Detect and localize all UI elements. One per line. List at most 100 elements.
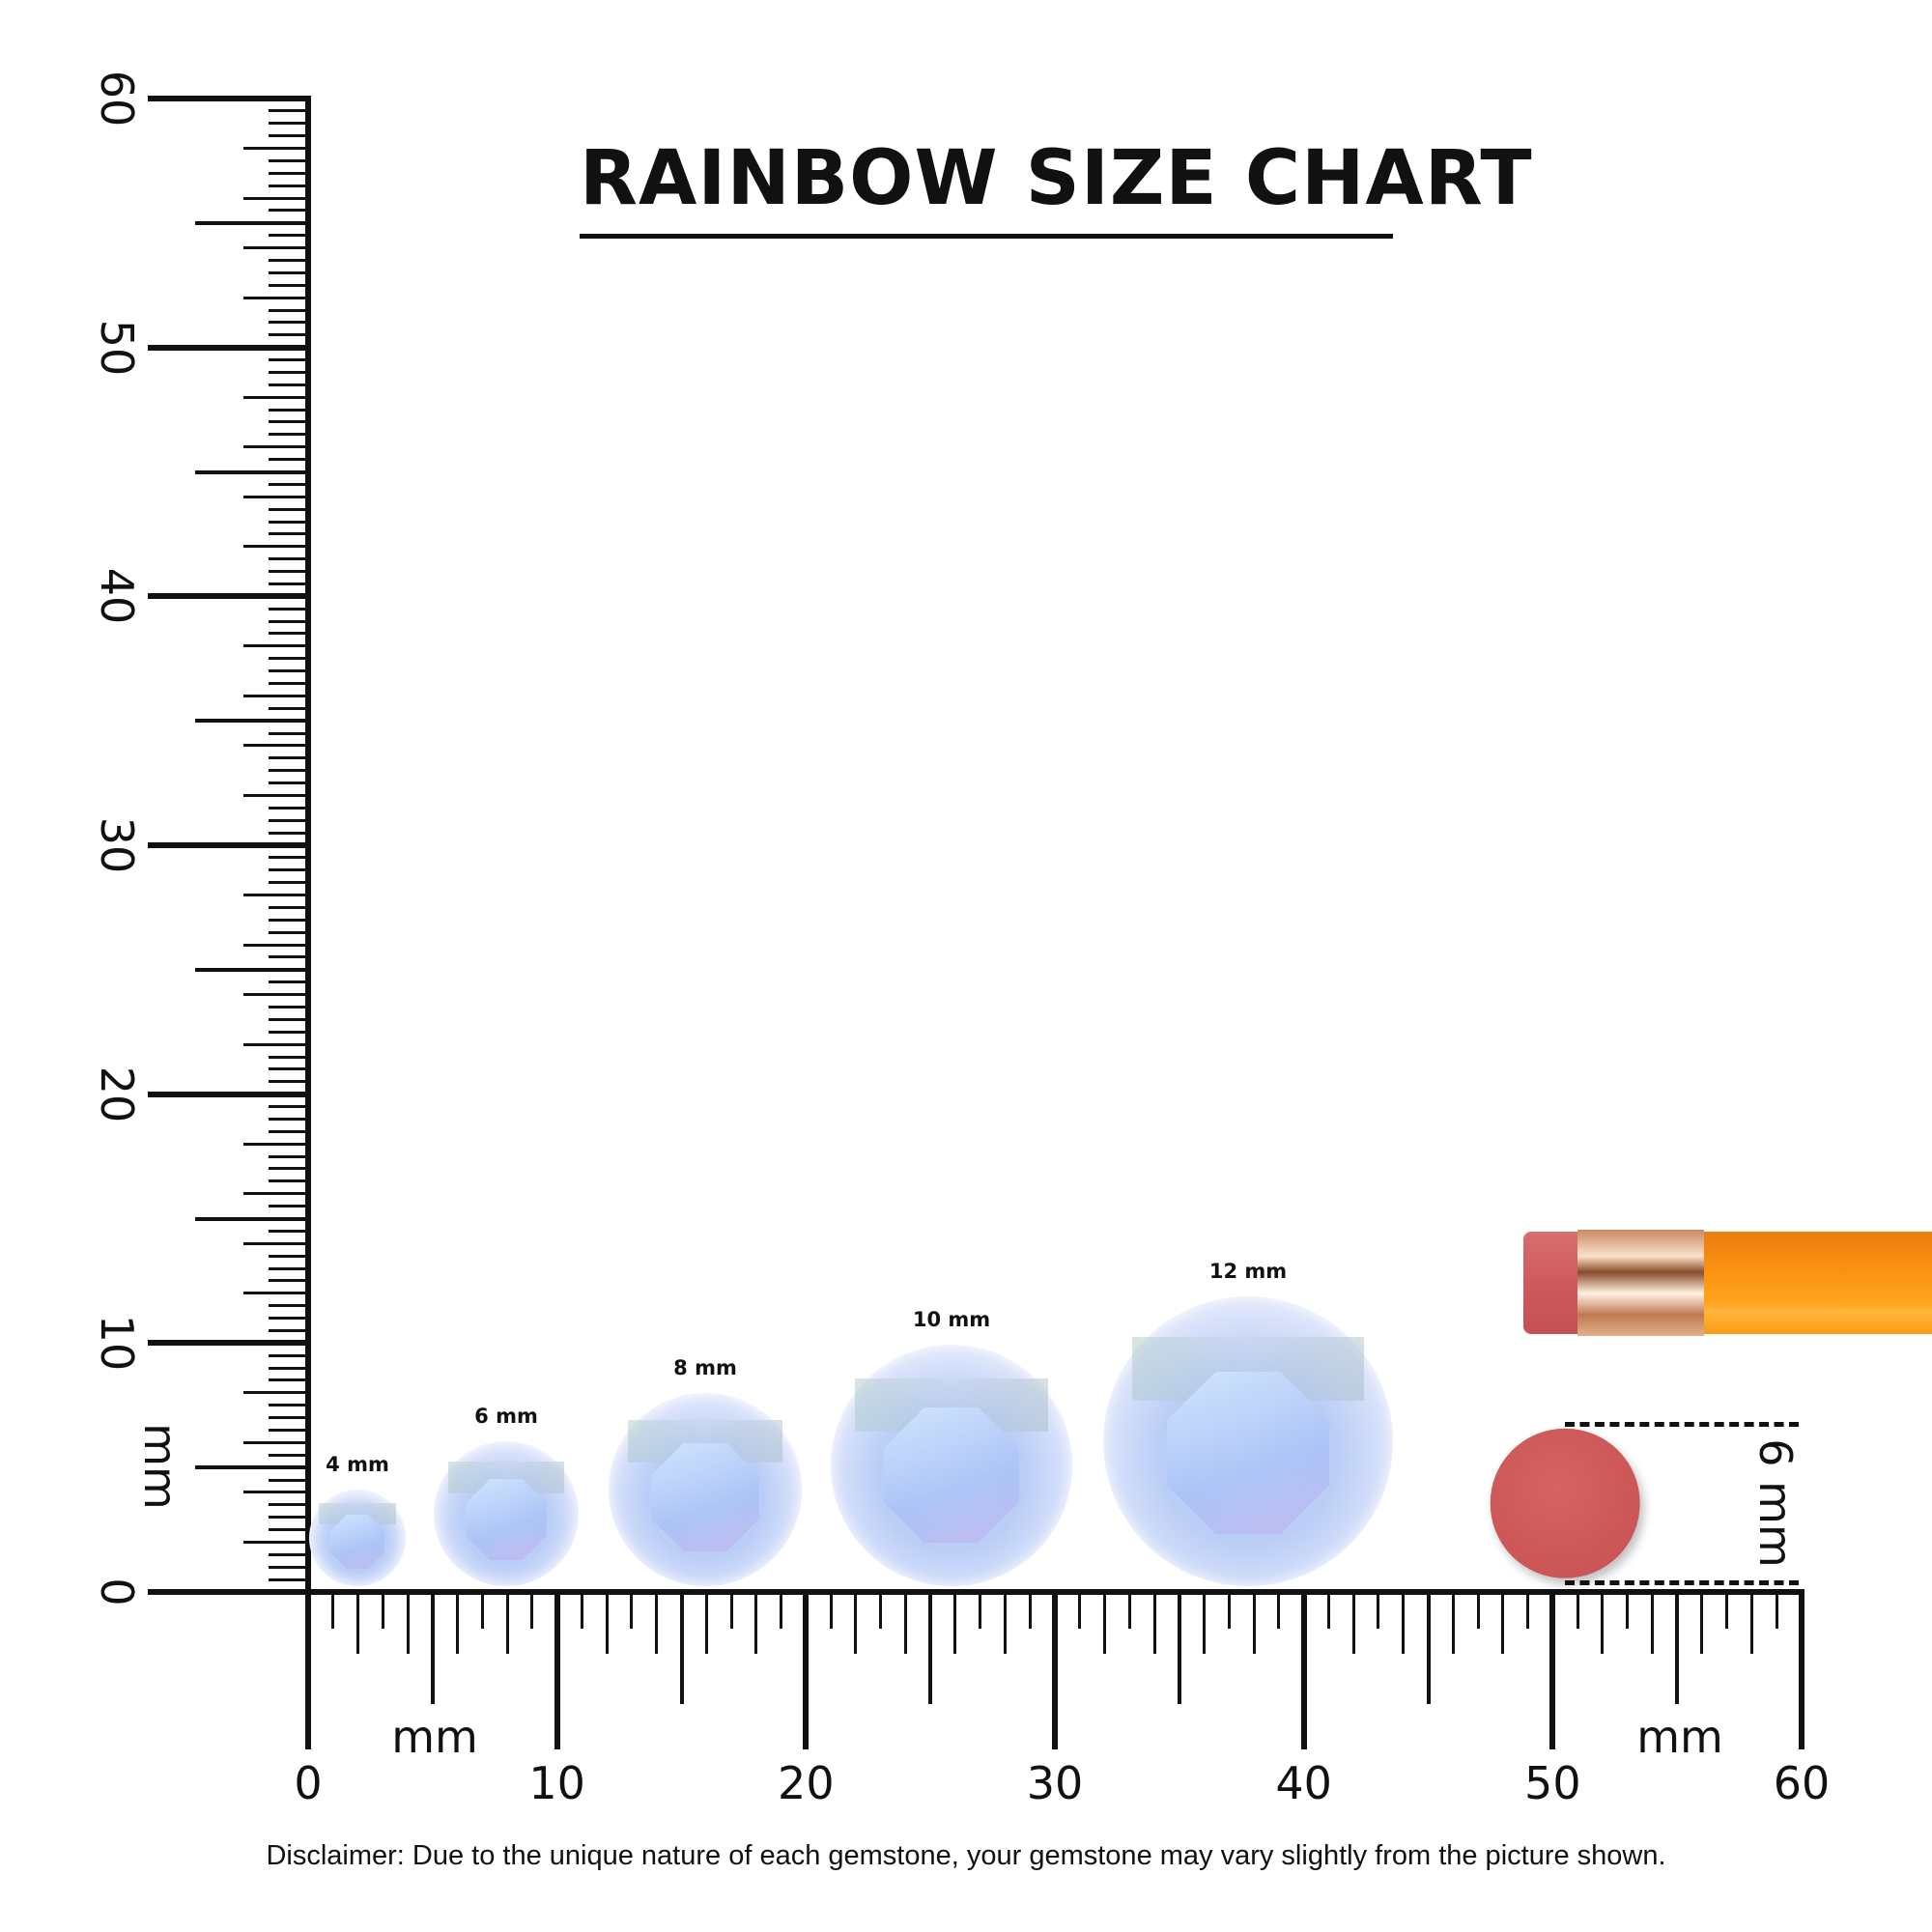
vertical-half-tick xyxy=(269,1478,308,1482)
vertical-half-tick xyxy=(269,980,308,984)
vertical-half-tick xyxy=(269,1105,308,1109)
vertical-minor-tick xyxy=(243,793,308,797)
vertical-half-tick xyxy=(269,756,308,760)
vertical-mid-tick xyxy=(195,719,308,724)
vertical-half-tick xyxy=(269,184,308,187)
vertical-minor-tick xyxy=(269,769,308,773)
vertical-tick-label: 10 xyxy=(91,1315,143,1372)
vertical-half-tick xyxy=(269,706,308,710)
vertical-half-tick xyxy=(269,806,308,810)
vertical-minor-tick xyxy=(269,420,308,424)
horizontal-minor-tick xyxy=(1402,1592,1406,1654)
vertical-half-tick xyxy=(269,1328,308,1332)
vertical-minor-tick xyxy=(243,296,308,299)
horizontal-minor-tick xyxy=(1103,1592,1107,1654)
vertical-minor-tick xyxy=(269,1067,308,1071)
horizontal-minor-tick xyxy=(903,1592,907,1654)
vertical-half-tick xyxy=(269,955,308,959)
vertical-minor-tick xyxy=(269,1565,308,1569)
horizontal-major-tick xyxy=(554,1592,560,1749)
vertical-half-tick xyxy=(269,1030,308,1034)
vertical-minor-tick xyxy=(269,270,308,274)
horizontal-tick-label: 10 xyxy=(528,1757,585,1809)
reference-size-label: 6 mm xyxy=(1749,1438,1802,1568)
vertical-minor-tick xyxy=(269,868,308,872)
vertical-minor-tick xyxy=(269,171,308,175)
vertical-minor-tick xyxy=(243,1192,308,1196)
vertical-major-tick xyxy=(148,1589,308,1595)
horizontal-major-tick xyxy=(1799,1592,1804,1749)
vertical-minor-tick xyxy=(243,894,308,897)
vertical-mid-tick xyxy=(195,1216,308,1221)
vertical-half-tick xyxy=(269,458,308,462)
vertical-major-tick xyxy=(148,593,308,600)
horizontal-minor-tick xyxy=(1078,1592,1082,1629)
vertical-minor-tick xyxy=(269,1366,308,1370)
vertical-half-tick xyxy=(269,1577,308,1581)
vertical-minor-tick xyxy=(243,395,308,399)
horizontal-major-tick xyxy=(803,1592,810,1749)
vertical-tick-label: 50 xyxy=(91,319,143,376)
vertical-tick-label: 20 xyxy=(91,1065,143,1122)
horizontal-minor-tick xyxy=(630,1592,634,1629)
horizontal-minor-tick xyxy=(979,1592,982,1629)
vertical-minor-tick xyxy=(269,370,308,374)
horizontal-minor-tick xyxy=(1252,1592,1256,1654)
horizontal-minor-tick xyxy=(829,1592,833,1629)
vertical-tick-label: 30 xyxy=(91,816,143,874)
horizontal-major-tick xyxy=(305,1592,311,1749)
vertical-minor-tick xyxy=(243,744,308,748)
gemstone-10mm xyxy=(831,1345,1072,1586)
horizontal-minor-tick xyxy=(381,1592,384,1629)
horizontal-tick-label: 60 xyxy=(1773,1757,1831,1809)
vertical-minor-tick xyxy=(269,918,308,922)
vertical-minor-tick xyxy=(269,321,308,325)
vertical-half-tick xyxy=(269,682,308,686)
vertical-half-tick xyxy=(269,1528,308,1532)
vertical-mid-tick xyxy=(195,220,308,225)
vertical-minor-tick xyxy=(269,1266,308,1270)
horizontal-tick-label: 0 xyxy=(294,1757,323,1809)
vertical-minor-tick xyxy=(269,570,308,574)
horizontal-minor-tick xyxy=(729,1592,733,1629)
horizontal-tick-label: 20 xyxy=(778,1757,835,1809)
vertical-half-tick xyxy=(269,1055,308,1059)
horizontal-minor-tick xyxy=(780,1592,783,1629)
vertical-half-tick xyxy=(269,632,308,636)
pencil-ferrule xyxy=(1577,1230,1704,1336)
horizontal-minor-tick xyxy=(480,1592,484,1629)
vertical-half-tick xyxy=(269,383,308,386)
horizontal-minor-tick xyxy=(1451,1592,1455,1654)
vertical-half-tick xyxy=(269,532,308,536)
horizontal-minor-tick xyxy=(1377,1592,1380,1629)
vertical-minor-tick xyxy=(269,1416,308,1420)
vertical-minor-tick xyxy=(269,619,308,623)
vertical-minor-tick xyxy=(243,1540,308,1544)
vertical-minor-tick xyxy=(269,1167,308,1171)
vertical-half-tick xyxy=(269,109,308,113)
vertical-major-tick xyxy=(148,842,308,848)
vertical-minor-tick xyxy=(269,520,308,524)
horizontal-minor-tick xyxy=(1501,1592,1505,1654)
vertical-half-tick xyxy=(269,1378,308,1382)
vertical-mid-tick xyxy=(195,469,308,474)
disclaimer: Disclaimer: Due to the unique nature of … xyxy=(266,1840,1666,1871)
vertical-half-tick xyxy=(269,607,308,611)
horizontal-unit-label-left: mm xyxy=(391,1711,478,1763)
vertical-half-tick xyxy=(269,1205,308,1208)
horizontal-minor-tick xyxy=(1152,1592,1156,1654)
vertical-half-tick xyxy=(269,358,308,362)
horizontal-mid-tick xyxy=(679,1592,684,1704)
vertical-half-tick xyxy=(269,482,308,486)
vertical-minor-tick xyxy=(243,445,308,449)
vertical-minor-tick xyxy=(243,545,308,549)
vertical-half-tick xyxy=(269,333,308,337)
gem-size-label: 6 mm xyxy=(474,1405,538,1429)
horizontal-minor-tick xyxy=(704,1592,708,1654)
vertical-minor-tick xyxy=(243,1142,308,1146)
vertical-half-tick xyxy=(269,657,308,661)
vertical-half-tick xyxy=(269,1254,308,1258)
vertical-tick-label: 0 xyxy=(91,1577,143,1606)
horizontal-minor-tick xyxy=(953,1592,957,1654)
vertical-minor-tick xyxy=(243,1042,308,1046)
